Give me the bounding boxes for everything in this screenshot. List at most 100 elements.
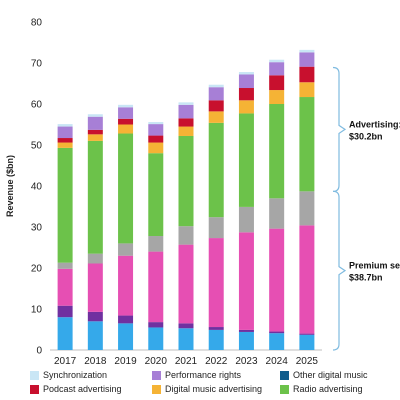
bar-stacks — [57, 49, 315, 350]
bar-segment — [178, 328, 194, 350]
bar-segment — [87, 311, 103, 322]
bar-segment — [269, 59, 285, 63]
bar-segment — [57, 262, 73, 269]
legend-label: Performance rights — [165, 370, 242, 380]
x-tick-label: 2019 — [114, 356, 137, 367]
annotation-brace — [332, 190, 347, 351]
bar-segment — [57, 268, 73, 306]
bar-segment — [238, 329, 254, 332]
annotations: Advertising: $30.2bn Premium services: $38.… — [332, 66, 400, 351]
bar-segment — [57, 138, 73, 143]
bar-segment — [299, 191, 315, 226]
bar-segment — [87, 129, 103, 135]
bar-segment — [57, 142, 73, 148]
legend: Synchronization Performance rights Other d… — [30, 370, 390, 394]
bar-segment — [299, 333, 315, 335]
x-tick-label: 2024 — [266, 356, 289, 367]
bar-segment — [238, 113, 254, 207]
legend-label: Other digital music — [293, 370, 368, 380]
legend-item: Podcast advertising — [30, 384, 152, 394]
x-tick-label: 2023 — [235, 356, 258, 367]
bar-segment — [118, 315, 134, 324]
bar-segment — [87, 321, 103, 350]
annotation-label: Premium services: — [349, 261, 400, 271]
bar-segment — [148, 124, 164, 136]
legend-swatch — [280, 370, 289, 380]
bar-segment — [57, 147, 73, 263]
legend-item: Other digital music — [280, 370, 390, 380]
legend-swatch — [280, 384, 289, 394]
bar-segment — [269, 104, 285, 199]
bar-segment — [299, 52, 315, 67]
bar-segment — [57, 305, 73, 318]
bar-segment — [148, 322, 164, 328]
x-tick-label: 2025 — [296, 356, 319, 367]
y-tick-label: 20 — [31, 264, 43, 275]
bar-segment — [118, 133, 134, 244]
y-tick-label: 60 — [31, 100, 43, 111]
bar-segment — [178, 126, 194, 136]
bar-segment — [57, 126, 73, 139]
bar-segment — [238, 232, 254, 330]
annotation-label: Advertising: — [349, 119, 400, 129]
bar-segment — [208, 238, 224, 328]
legend-swatch — [152, 384, 161, 394]
bar-segment — [208, 84, 224, 88]
bar-segment — [299, 82, 315, 98]
legend-swatch — [152, 370, 161, 380]
legend-label: Podcast advertising — [43, 384, 122, 394]
bar-segment — [269, 333, 285, 350]
bar-segment — [118, 118, 134, 125]
bar-segment — [238, 74, 254, 89]
bar-segment — [87, 134, 103, 141]
bar-segment — [118, 107, 134, 119]
bar-segment — [148, 327, 164, 350]
bar-segment — [87, 263, 103, 312]
y-tick-label: 70 — [31, 59, 43, 70]
y-tick-label: 40 — [31, 182, 43, 193]
legend-item: Digital music advertising — [152, 384, 280, 394]
bar-segment — [148, 236, 164, 252]
x-tick-label: 2017 — [54, 356, 77, 367]
bar-segment — [57, 317, 73, 350]
bar-segment — [208, 111, 224, 123]
bar-segment — [238, 88, 254, 101]
bar-segment — [269, 75, 285, 91]
bar-segment — [118, 124, 134, 134]
bar-segment — [238, 331, 254, 350]
bar-segment — [269, 228, 285, 332]
bar-segment — [238, 206, 254, 233]
bar-segment — [238, 100, 254, 114]
bar-segment — [87, 140, 103, 254]
bar-segment — [148, 153, 164, 237]
bar-segment — [299, 66, 315, 83]
bar-segment — [87, 253, 103, 264]
bar-segment — [178, 102, 194, 105]
y-tick-label: 30 — [31, 223, 43, 234]
bar-segment — [208, 329, 224, 350]
bar-segment — [118, 243, 134, 256]
y-tick-label: 0 — [36, 346, 42, 357]
y-tick-label: 10 — [31, 305, 43, 316]
y-axis-label: Revenue ($bn) — [5, 155, 15, 217]
bar-segment — [148, 135, 164, 143]
bar-segment — [178, 135, 194, 227]
annotation-value: $30.2bn — [349, 131, 383, 141]
legend-item: Synchronization — [30, 370, 152, 380]
bar-segment — [238, 72, 254, 75]
bar-segment — [148, 122, 164, 125]
bar-segment — [208, 87, 224, 101]
annotation-value: $38.7bn — [349, 273, 383, 283]
bar-segment — [178, 104, 194, 119]
bar-segment — [178, 323, 194, 329]
bar-segment — [208, 217, 224, 239]
x-axis: 2017 2018 2019 2020 2021 2022 2023 2024 2025 — [54, 356, 318, 367]
bar-segment — [57, 124, 73, 127]
bar-segment — [87, 116, 103, 130]
legend-label: Radio advertising — [293, 384, 363, 394]
bar-segment — [269, 331, 285, 334]
bar-segment — [118, 104, 134, 108]
y-tick-label: 50 — [31, 141, 43, 152]
legend-swatch — [30, 370, 39, 380]
